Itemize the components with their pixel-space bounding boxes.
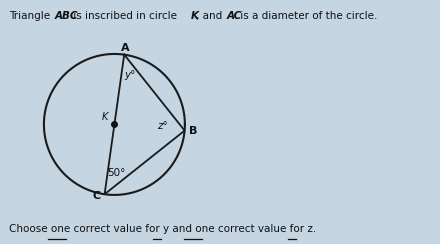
Text: is inscribed in circle: is inscribed in circle (70, 11, 180, 21)
Text: z°: z° (157, 121, 168, 131)
Text: , and: , and (196, 11, 226, 21)
Text: y°: y° (124, 70, 136, 80)
Text: A: A (121, 43, 130, 53)
Text: Choose one correct value for y and one correct value for z.: Choose one correct value for y and one c… (9, 224, 316, 234)
Text: AC: AC (227, 11, 242, 21)
Text: is a diameter of the circle.: is a diameter of the circle. (237, 11, 377, 21)
Text: 50°: 50° (107, 168, 126, 178)
Text: C: C (92, 191, 100, 201)
Text: K: K (101, 112, 108, 122)
Text: Triangle: Triangle (9, 11, 53, 21)
Text: B: B (189, 126, 197, 136)
Text: K: K (191, 11, 199, 21)
Text: ABC: ABC (55, 11, 78, 21)
